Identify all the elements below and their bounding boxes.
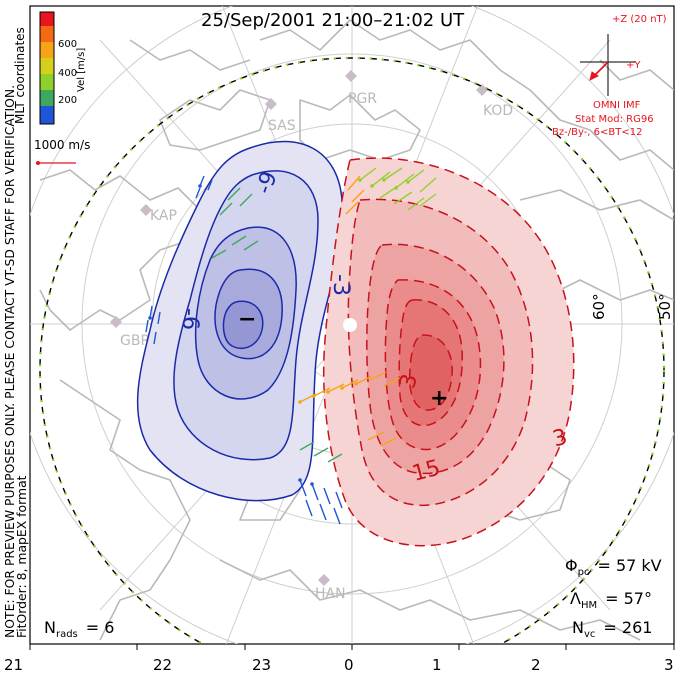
coastlines — [39, 19, 674, 641]
colorbar-label: Vel [m/s] — [76, 48, 87, 92]
nvc-symbol: N — [572, 618, 584, 637]
colorbar-tick: 200 — [58, 95, 77, 106]
station-label: GBR — [120, 333, 150, 349]
latitude-label-60: 60° — [590, 293, 608, 320]
imf-dial — [580, 34, 636, 96]
latitude-label-50: 50° — [656, 293, 674, 320]
contour-label-pos: 3 — [550, 425, 570, 453]
vector-scale-origin — [36, 161, 40, 165]
positive-potential-cell — [322, 157, 575, 547]
station-label: KAP — [150, 208, 177, 224]
hm-boundary-dots — [38, 56, 666, 644]
imf-z-label: +Z (20 nT) — [612, 14, 667, 25]
imf-condition: Bz-/By-, 6<BT<12 — [552, 127, 642, 138]
mlt-tick-label: 0 — [344, 656, 354, 674]
lambda-hm-sub: HM — [581, 600, 597, 611]
potential-min-marker: − — [238, 307, 256, 332]
phi-pc-value: = 57 kV — [597, 556, 661, 575]
nrads-stat: Nrads = 6 — [44, 618, 114, 640]
nvc-value: = 261 — [603, 618, 652, 637]
fit-order-note: FitOrder: 8, mapEX format — [14, 475, 29, 638]
mlt-tick-label: 21 — [4, 656, 23, 674]
contour-label-neg: -6 — [177, 308, 202, 330]
contour-label-pos: 3 — [395, 371, 423, 391]
nrads-symbol: N — [44, 618, 56, 637]
imf-model: Stat Mod: RG96 — [575, 114, 654, 125]
lambda-hm-symbol: Λ — [570, 589, 581, 608]
colorbar-tick: 400 — [58, 68, 77, 79]
imf-source: OMNI IMF — [593, 100, 641, 111]
lambda-hm-value: = 57° — [605, 589, 652, 608]
station-markers — [110, 70, 488, 586]
mlt-tick-label: 3 — [664, 656, 674, 674]
mlt-axis-ticks — [29, 644, 675, 650]
pole-gap — [343, 318, 357, 332]
colorbar-tick: 600 — [58, 39, 77, 50]
mlt-tick-label: 23 — [252, 656, 271, 674]
station-label: PGR — [348, 91, 377, 107]
vector-scale-label: 1000 m/s — [34, 138, 90, 152]
station-label: SAS — [268, 118, 296, 134]
mlt-tick-label: 2 — [531, 656, 541, 674]
nrads-sub: rads — [56, 629, 78, 640]
phi-pc-stat: Φpc = 57 kV — [565, 556, 662, 578]
negative-potential-cell — [136, 140, 344, 502]
imf-y-label: +Y — [626, 60, 641, 71]
mlt-tick-label: 22 — [153, 656, 172, 674]
phi-pc-sub: pc — [578, 567, 590, 578]
potential-max-marker: + — [430, 386, 448, 411]
lambda-hm-stat: ΛHM = 57° — [570, 589, 652, 611]
nvc-sub: vc — [584, 629, 595, 640]
plot-title: 25/Sep/2001 21:00–21:02 UT — [201, 10, 465, 31]
station-label: KOD — [483, 103, 513, 119]
station-label: HAN — [315, 586, 346, 602]
contour-label-neg: -3 — [328, 274, 353, 296]
nrads-value: = 6 — [86, 618, 115, 637]
vector-origins — [148, 178, 410, 486]
velocity-colorbar — [39, 11, 55, 125]
phi-pc-symbol: Φ — [565, 556, 578, 575]
preview-note: NOTE: FOR PREVIEW PURPOSES ONLY. PLEASE … — [2, 85, 17, 638]
mlt-tick-label: 1 — [432, 656, 442, 674]
nvc-stat: Nvc = 261 — [572, 618, 652, 640]
coords-label: MLT coordinates — [13, 27, 27, 124]
